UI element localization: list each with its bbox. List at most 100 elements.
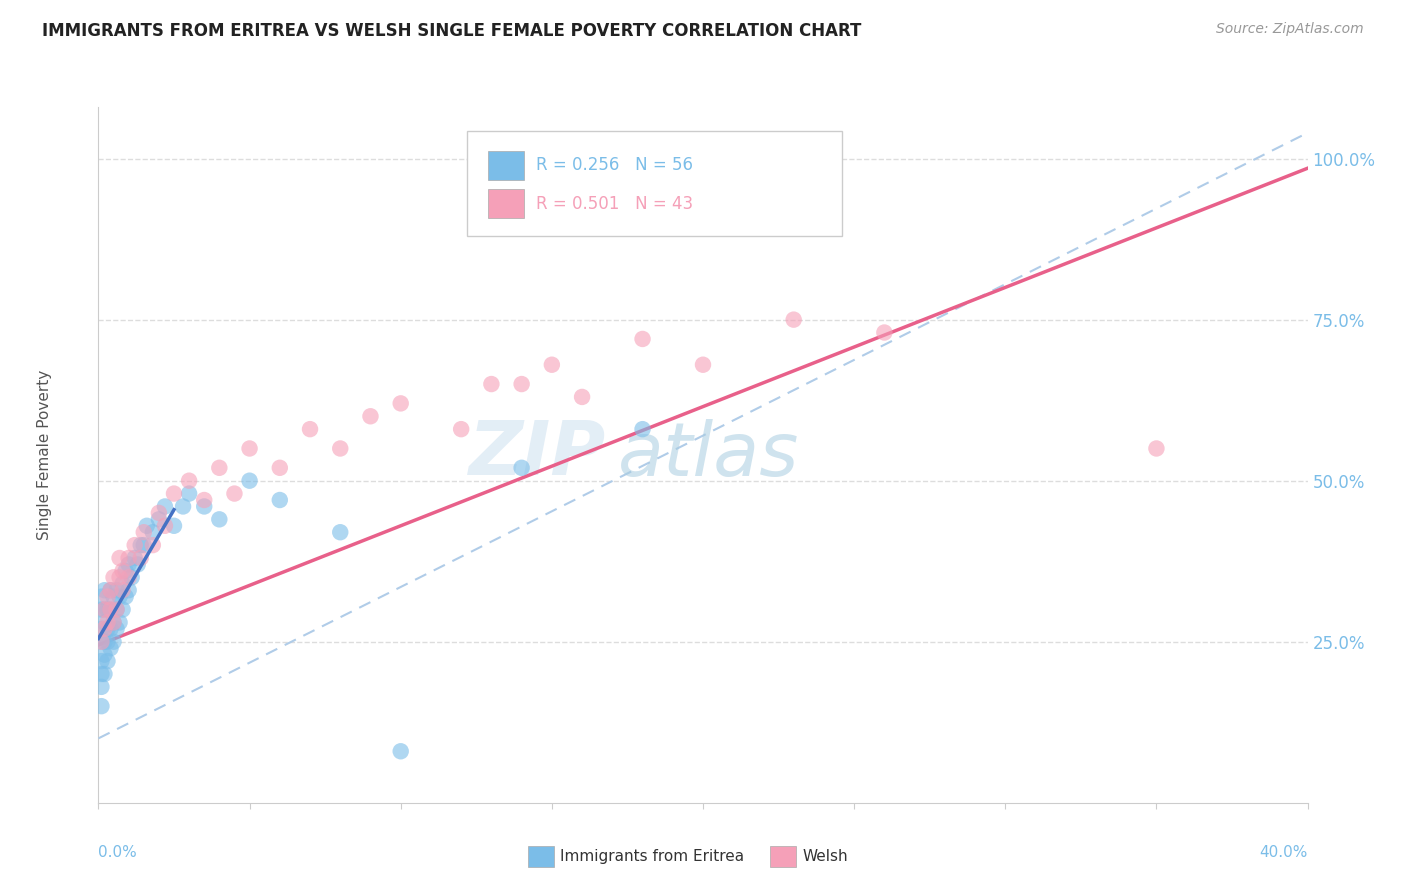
Point xyxy=(90,667,112,681)
Point xyxy=(100,583,122,598)
Point xyxy=(153,518,176,533)
Point xyxy=(148,512,170,526)
Point xyxy=(105,622,128,636)
Point xyxy=(111,576,134,591)
Text: Source: ZipAtlas.com: Source: ZipAtlas.com xyxy=(1216,22,1364,37)
Point xyxy=(124,551,146,566)
Point xyxy=(121,570,143,584)
Point xyxy=(103,590,125,604)
Point xyxy=(571,390,593,404)
Point xyxy=(105,602,128,616)
Point xyxy=(269,460,291,475)
Bar xyxy=(488,151,524,180)
Bar xyxy=(527,846,554,867)
Point xyxy=(127,558,149,572)
Point xyxy=(108,615,131,630)
Point xyxy=(193,493,215,508)
Point xyxy=(224,486,246,500)
Point xyxy=(111,602,134,616)
Point xyxy=(129,551,152,566)
Point xyxy=(93,615,115,630)
Point xyxy=(96,654,118,668)
Point xyxy=(118,558,141,572)
Point xyxy=(90,634,112,648)
Point xyxy=(96,602,118,616)
Point xyxy=(172,500,194,514)
Point xyxy=(329,442,352,456)
Point xyxy=(153,500,176,514)
Point xyxy=(111,583,134,598)
Point xyxy=(129,538,152,552)
Point xyxy=(360,409,382,424)
Point xyxy=(450,422,472,436)
Point xyxy=(111,564,134,578)
Point xyxy=(631,332,654,346)
Point xyxy=(148,506,170,520)
Point xyxy=(96,634,118,648)
Point xyxy=(103,615,125,630)
Point xyxy=(239,474,262,488)
Point xyxy=(692,358,714,372)
Point xyxy=(100,602,122,616)
Point xyxy=(510,377,533,392)
Point xyxy=(163,518,186,533)
Point xyxy=(118,570,141,584)
Point xyxy=(118,551,141,566)
Text: R = 0.501   N = 43: R = 0.501 N = 43 xyxy=(536,194,693,213)
Point xyxy=(90,654,112,668)
Point xyxy=(103,615,125,630)
Point xyxy=(540,358,562,372)
Point xyxy=(93,634,115,648)
Point xyxy=(93,602,115,616)
Point xyxy=(177,474,201,488)
Point xyxy=(96,622,118,636)
Point xyxy=(193,500,215,514)
Point xyxy=(108,590,131,604)
Point xyxy=(103,634,125,648)
Point xyxy=(93,622,115,636)
Point xyxy=(105,583,128,598)
Point xyxy=(389,396,412,410)
Point xyxy=(93,648,115,662)
Point xyxy=(481,377,503,392)
Point xyxy=(90,602,112,616)
Point xyxy=(114,590,136,604)
Point xyxy=(299,422,322,436)
Point xyxy=(873,326,896,340)
Point xyxy=(108,551,131,566)
Point xyxy=(163,486,186,500)
Text: 0.0%: 0.0% xyxy=(98,845,138,860)
Point xyxy=(96,615,118,630)
Point xyxy=(135,518,157,533)
Bar xyxy=(488,189,524,219)
Point xyxy=(118,583,141,598)
Point xyxy=(124,538,146,552)
Point xyxy=(96,590,118,604)
Point xyxy=(103,570,125,584)
Text: 40.0%: 40.0% xyxy=(1260,845,1308,860)
Text: ZIP: ZIP xyxy=(470,418,606,491)
Point xyxy=(90,680,112,694)
Point xyxy=(782,312,804,326)
Point xyxy=(239,442,262,456)
Point xyxy=(269,493,291,508)
Point xyxy=(100,641,122,656)
Point xyxy=(93,583,115,598)
Text: Immigrants from Eritrea: Immigrants from Eritrea xyxy=(561,849,744,863)
Point xyxy=(108,570,131,584)
Point xyxy=(132,538,155,552)
Point xyxy=(90,699,112,714)
Point xyxy=(90,634,112,648)
Point xyxy=(329,525,352,540)
Text: R = 0.256   N = 56: R = 0.256 N = 56 xyxy=(536,156,693,175)
Point xyxy=(142,525,165,540)
Text: Single Female Poverty: Single Female Poverty xyxy=(37,370,52,540)
Point xyxy=(90,622,112,636)
Point xyxy=(142,538,165,552)
Text: Welsh: Welsh xyxy=(803,849,848,863)
Point xyxy=(100,602,122,616)
Bar xyxy=(769,846,796,867)
Point xyxy=(100,583,122,598)
FancyBboxPatch shape xyxy=(467,131,842,235)
Point xyxy=(208,460,231,475)
